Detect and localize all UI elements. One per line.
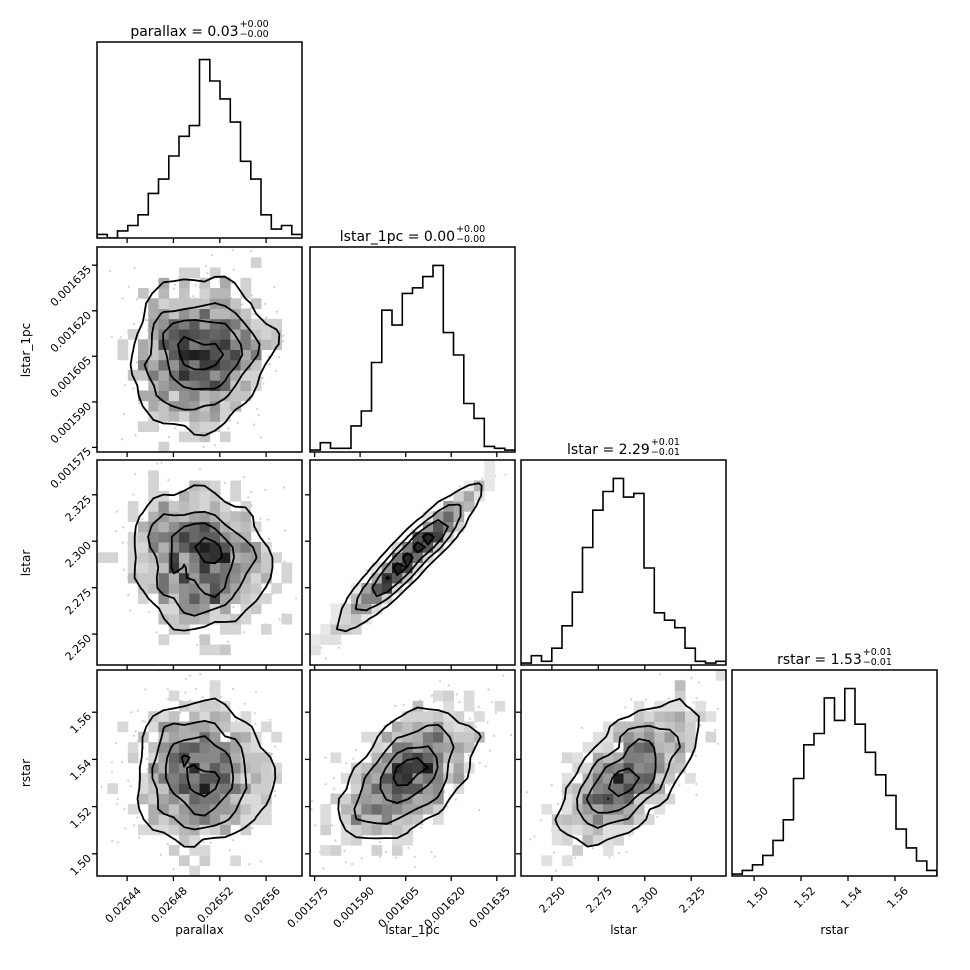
title-uncertainty: +0.01 −0.01 (862, 646, 892, 669)
x-axis-label-parallax: parallax (175, 923, 224, 937)
panel-border (96, 459, 303, 666)
contour-panel-lstar-vs-parallax (92, 459, 303, 670)
x-tick-label: 2.275 (583, 884, 615, 916)
x-tick-label: 1.52 (791, 884, 818, 911)
x-tick-label: 0.02652 (194, 884, 237, 926)
title-uncertainty: +0.01 −0.01 (650, 436, 680, 459)
tick-marks (92, 494, 267, 670)
title-parallax: parallax = 0.03 +0.00 −0.00 (97, 15, 302, 41)
hist-panel-parallax (96, 41, 303, 243)
tick-marks (305, 711, 498, 881)
panel-border (520, 459, 727, 666)
y-tick-label: 0.001575 (47, 445, 94, 492)
contour-panel-lstar-vs-lstar_1pc (305, 459, 516, 670)
tick-marks (313, 452, 498, 457)
title-uncertainty: +0.00 −0.00 (456, 223, 486, 246)
y-axis-label-lstar_1pc: lstar_1pc (19, 322, 33, 377)
title-plus-error: +0.01 (862, 646, 892, 658)
panel-border (96, 41, 303, 239)
hist-panel-lstar (520, 459, 727, 670)
x-tick-label: 0.02648 (148, 884, 190, 926)
tick-marks (92, 264, 267, 457)
title-text: lstar_1pc = 0.00 (339, 229, 456, 245)
histogram-steps (732, 687, 937, 876)
histogram-steps (521, 477, 726, 665)
contour-lines (337, 706, 482, 840)
panel-border (309, 246, 516, 453)
contour-lines (129, 275, 281, 437)
x-tick-label: 1.56 (884, 884, 912, 911)
title-uncertainty: +0.00 −0.00 (239, 18, 269, 41)
density-cells (320, 690, 506, 856)
tick-marks (753, 876, 896, 881)
x-axis-label-lstar: lstar (610, 923, 637, 937)
y-tick-label: 0.001590 (47, 399, 94, 447)
y-axis-label-rstar: rstar (19, 758, 33, 788)
tick-marks (126, 238, 267, 243)
panel-border (309, 459, 516, 666)
x-tick-label: 1.50 (744, 884, 771, 911)
contour-panel-rstar-vs-parallax (92, 669, 303, 881)
title-minus-error: −0.00 (456, 233, 486, 245)
y-tick-label: 0.001605 (47, 354, 94, 401)
title-minus-error: −0.01 (862, 656, 892, 668)
title-lstar: lstar = 2.29 +0.01 −0.01 (521, 433, 726, 459)
y-axis-label-lstar: lstar (19, 549, 33, 576)
tick-marks (92, 711, 267, 881)
title-text: parallax = 0.03 (130, 24, 239, 40)
tick-marks (305, 494, 498, 670)
hist-panel-rstar (731, 669, 938, 881)
panel-border (96, 246, 303, 453)
tick-marks (516, 711, 692, 881)
histogram-steps (97, 58, 302, 238)
x-axis-label-rstar: rstar (820, 923, 849, 937)
title-text: rstar = 1.53 (777, 652, 862, 668)
contour-panel-rstar-vs-lstar (516, 669, 727, 881)
density-cells (541, 670, 726, 867)
tick-marks (551, 665, 692, 670)
contour-panel-lstar_1pc-vs-parallax (92, 246, 303, 457)
x-tick-label: 2.325 (676, 884, 708, 916)
panel-border (309, 669, 516, 877)
y-tick-label: 0.001635 (47, 263, 94, 310)
title-rstar: rstar = 1.53 +0.01 −0.01 (732, 643, 937, 669)
hist-panel-lstar_1pc (309, 246, 516, 457)
x-tick-label: 0.02644 (102, 884, 144, 926)
title-minus-error: −0.01 (650, 446, 680, 458)
x-tick-label: 0.02656 (241, 884, 283, 926)
panel-border (520, 669, 727, 877)
title-text: lstar = 2.29 (567, 442, 650, 458)
title-minus-error: −0.00 (239, 28, 269, 40)
contour-lines (136, 697, 277, 848)
contour-lines (133, 484, 274, 632)
contour-panel-rstar-vs-lstar_1pc (305, 669, 516, 881)
title-plus-error: +0.01 (650, 436, 680, 448)
x-tick-label: 2.250 (536, 884, 569, 916)
x-tick-label: 1.54 (837, 884, 865, 911)
histogram-steps (310, 264, 515, 452)
panel-border (731, 669, 938, 877)
title-plus-error: +0.00 (239, 18, 269, 30)
title-plus-error: +0.00 (456, 223, 486, 235)
x-axis-label-lstar_1pc: lstar_1pc (385, 923, 440, 937)
contour-lines (335, 482, 483, 633)
x-tick-label: 2.300 (629, 884, 662, 916)
density-cells (97, 470, 293, 656)
y-tick-label: 0.001620 (47, 308, 94, 355)
panel-border (96, 669, 303, 877)
contour-lines (554, 697, 700, 848)
title-lstar_1pc: lstar_1pc = 0.00 +0.00 −0.00 (310, 220, 515, 246)
